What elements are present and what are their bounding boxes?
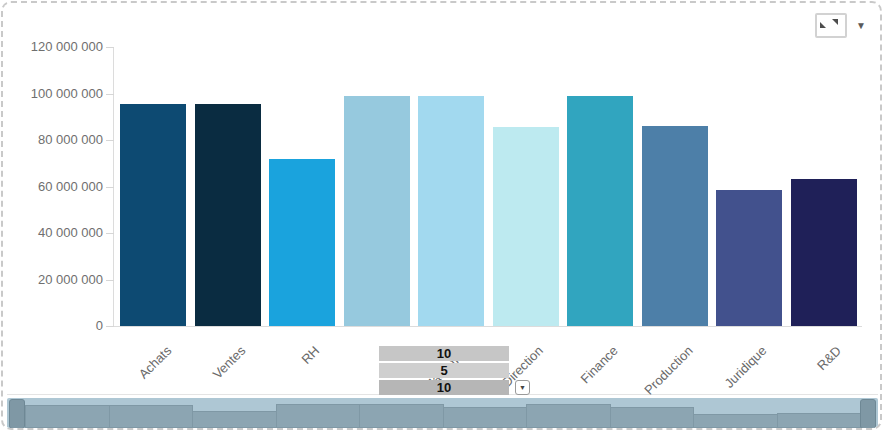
column-finance[interactable]: [567, 96, 633, 326]
x-axis-label-r-d: R&D: [814, 343, 844, 373]
x-axis-label-achats: Achats: [135, 343, 174, 382]
y-axis-tick-label: 120 000 000: [7, 39, 103, 54]
y-axis-tick-mark: [106, 47, 114, 48]
value-option-0[interactable]: 10: [379, 346, 509, 361]
column-rh[interactable]: [269, 159, 335, 326]
x-axis-label-rh: RH: [299, 343, 323, 367]
chart-container: ▼ 0 20 000 000 40 000 000 60 000 000 80 000 …: [1, 1, 882, 430]
value-option-1[interactable]: 5: [379, 363, 509, 378]
value-option-2[interactable]: 10: [379, 380, 509, 395]
scrollbar-preview-bar: [359, 404, 444, 428]
x-axis-label-production: Production: [641, 343, 696, 398]
dropdown-button[interactable]: ▼: [515, 380, 530, 395]
horizontal-scrollbar[interactable]: [7, 398, 878, 429]
scrollbar-preview-bar: [610, 407, 695, 428]
scrollbar-preview-bar: [109, 405, 194, 428]
column-achats[interactable]: [120, 104, 186, 326]
column-marketing[interactable]: [418, 96, 484, 326]
column-ventes[interactable]: [195, 104, 261, 326]
x-axis-label-finance: Finance: [578, 343, 621, 386]
y-axis-tick-label: 0: [7, 318, 103, 333]
y-axis-tick-mark: [106, 140, 114, 141]
x-axis-line: [113, 326, 862, 327]
y-axis-tick-label: 80 000 000: [7, 132, 103, 147]
export-menu[interactable]: ▼: [815, 13, 866, 38]
y-axis-tick-mark: [106, 94, 114, 95]
value-editor: 10510▼: [379, 346, 509, 397]
scrollbar-preview-bar: [693, 414, 778, 428]
y-axis-tick-label: 60 000 000: [7, 179, 103, 194]
scrollbar-grip-right[interactable]: [860, 399, 876, 429]
column-direction[interactable]: [493, 127, 559, 326]
y-axis-tick-mark: [106, 326, 114, 327]
x-axis-label-ventes: Ventes: [210, 343, 249, 382]
scrollbar-preview-bar: [25, 405, 110, 428]
scrollbar-preview-bar: [276, 404, 361, 428]
column-r-d[interactable]: [791, 179, 857, 326]
x-axis-label-juridique: Juridique: [722, 343, 770, 391]
y-axis-tick-mark: [106, 233, 114, 234]
scrollbar-grip-left[interactable]: [9, 399, 25, 429]
column-production[interactable]: [642, 126, 708, 326]
scrollbar-preview-bar: [192, 411, 277, 428]
scrollbar-preview-bar: [443, 407, 528, 428]
scrollbar-preview: [25, 398, 860, 428]
scrollbar-preview-bar: [526, 404, 611, 428]
column-juridique[interactable]: [716, 190, 782, 326]
chevron-down-icon[interactable]: ▼: [856, 21, 866, 31]
y-axis-tick-label: 20 000 000: [7, 272, 103, 287]
y-axis-tick-mark: [106, 280, 114, 281]
y-axis-tick-label: 40 000 000: [7, 225, 103, 240]
scrollbar-preview-bar: [777, 413, 862, 428]
expand-icon-glyph: [817, 15, 841, 32]
y-axis-tick-label: 100 000 000: [7, 86, 103, 101]
column-si[interactable]: [344, 96, 410, 326]
expand-icon[interactable]: [815, 13, 847, 38]
y-axis-tick-mark: [106, 187, 114, 188]
